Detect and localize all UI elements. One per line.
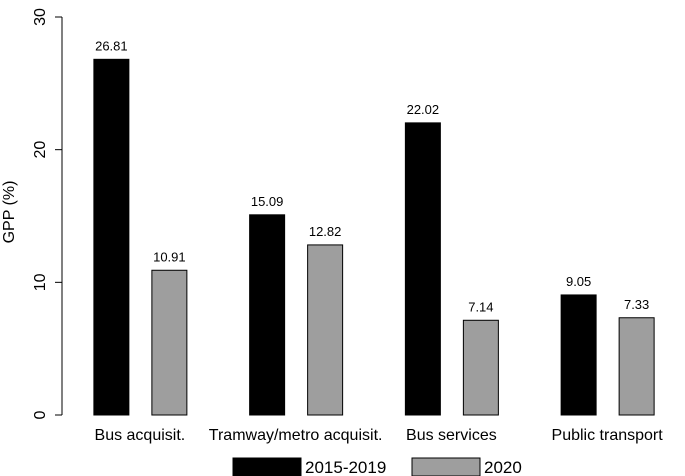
data-label: 7.33 bbox=[624, 297, 649, 312]
y-tick-label: 20 bbox=[32, 141, 49, 159]
legend-label: 2020 bbox=[484, 458, 522, 476]
bar-2015-2019-Bus services bbox=[404, 122, 441, 416]
bar-2015-2019-Bus acquisit. bbox=[93, 58, 130, 416]
bar-2020-Tramway/metro acquisit. bbox=[307, 244, 344, 416]
data-label: 10.91 bbox=[153, 249, 186, 264]
y-tick-label: 10 bbox=[32, 273, 49, 291]
data-label: 9.05 bbox=[566, 274, 591, 289]
x-category-label: Tramway/metro acquisit. bbox=[209, 427, 383, 444]
legend-swatch bbox=[411, 457, 481, 476]
legend-swatch bbox=[232, 457, 302, 476]
data-label: 26.81 bbox=[95, 38, 128, 53]
bar-2015-2019-Tramway/metro acquisit. bbox=[249, 214, 286, 416]
y-axis-title: GPP (%) bbox=[1, 181, 18, 244]
x-category-label: Bus acquisit. bbox=[95, 427, 186, 444]
y-tick-label: 0 bbox=[32, 410, 49, 419]
plot-area: 0 10 20 30 26.81 10.91 Bus acquisit. 15.09 12.82… bbox=[32, 8, 663, 444]
x-category-label: Public transport bbox=[552, 427, 664, 444]
y-tick-label: 30 bbox=[32, 8, 49, 26]
x-category-label: Bus services bbox=[406, 427, 497, 444]
data-label: 12.82 bbox=[309, 224, 342, 239]
bar-2020-Public transport bbox=[618, 317, 655, 416]
data-label: 15.09 bbox=[251, 194, 284, 209]
bar-2020-Bus services bbox=[462, 319, 499, 416]
data-label: 22.02 bbox=[407, 102, 440, 117]
data-label: 7.14 bbox=[468, 299, 493, 314]
legend: 2015-2019 2020 bbox=[232, 457, 522, 476]
legend-label: 2015-2019 bbox=[305, 458, 386, 476]
bar-2020-Bus acquisit. bbox=[151, 269, 188, 416]
bar-2015-2019-Public transport bbox=[560, 294, 597, 416]
